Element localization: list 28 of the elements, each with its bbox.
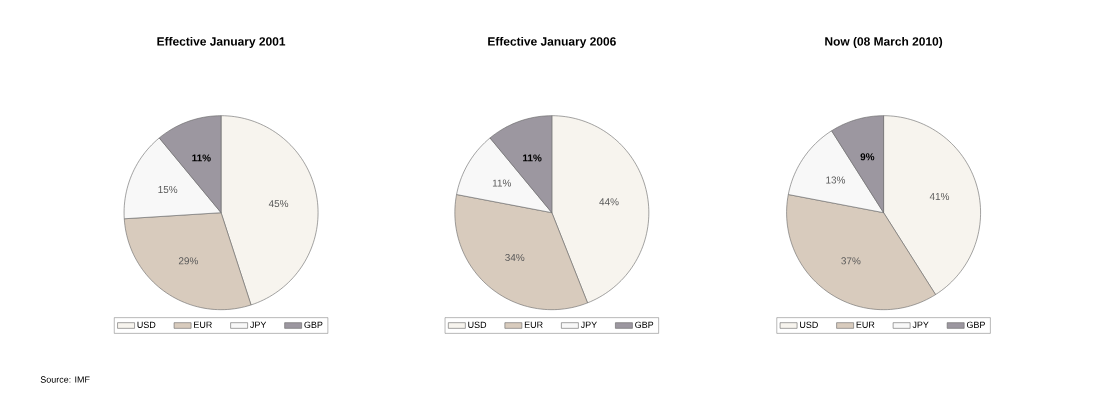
data-label: 15% <box>158 186 178 194</box>
chart-title: Now (08 March 2010) <box>825 36 943 49</box>
data-label: 11% <box>192 154 211 162</box>
legend-label: EUR <box>856 321 875 328</box>
legend-label: JPY <box>912 321 929 328</box>
data-label: 41% <box>929 192 950 200</box>
legend-label: GBP <box>635 321 654 328</box>
legend-label: USD <box>137 321 156 328</box>
data-label: 34% <box>505 254 525 262</box>
legend-label: EUR <box>194 321 212 328</box>
data-label: 45% <box>268 200 289 208</box>
legend-label: EUR <box>524 321 543 328</box>
legend-label: GBP <box>304 321 323 328</box>
data-label: 13% <box>826 176 846 184</box>
legend-label: JPY <box>580 321 597 328</box>
legend-label: USD <box>468 321 487 328</box>
legend-label: JPY <box>250 321 267 328</box>
source-note: Source: IMF <box>40 376 90 383</box>
data-label: 37% <box>841 257 861 265</box>
chart-title: Effective January 2001 <box>157 36 286 49</box>
chart-title: Effective January 2006 <box>488 36 616 49</box>
data-label: 11% <box>523 154 542 162</box>
legend-label: USD <box>800 321 818 328</box>
data-label: 11% <box>492 179 511 187</box>
data-label: 9% <box>860 153 875 161</box>
legend-label: GBP <box>966 321 985 328</box>
data-label: 29% <box>178 257 198 265</box>
data-label: 44% <box>599 198 619 206</box>
